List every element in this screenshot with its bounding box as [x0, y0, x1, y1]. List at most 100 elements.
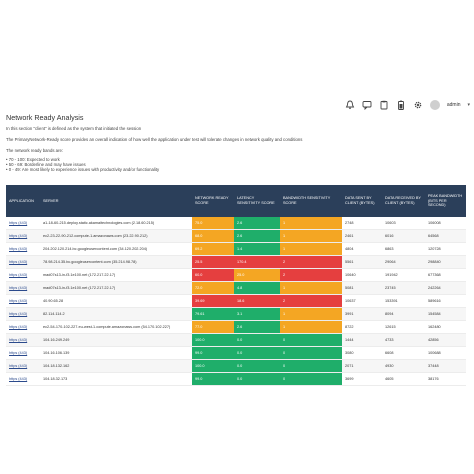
server-cell: 104.16.106.139: [40, 346, 192, 360]
server-cell: 40.90.65.28: [40, 294, 192, 308]
col-data-sent[interactable]: DATA SENT BY CLIENT (BYTES): [345, 196, 375, 205]
network-ready-score-cell: 100.0: [192, 333, 234, 347]
application-link-text[interactable]: https (443): [9, 260, 28, 264]
application-link-text[interactable]: https (443): [9, 234, 28, 238]
data-sent-cell: 3080: [342, 346, 382, 360]
data-sent-cell: 1444: [342, 333, 382, 347]
col-server[interactable]: SERVER: [43, 198, 59, 203]
band-item: • 50 - 69: Borderline and may have issue…: [6, 162, 86, 168]
table-row: https (443) 104.16.106.139 99.0 0.0 0 3080 660…: [6, 346, 466, 360]
col-network-ready-score[interactable]: NETWORK READY SCORE: [195, 196, 229, 205]
peak-bandwidth-cell: 106008: [425, 217, 466, 230]
server-cell: 104.18.32.173: [40, 372, 192, 386]
network-ready-score-cell: 72.0: [192, 281, 234, 295]
band-item: • 70 - 100: Expected to work: [6, 157, 60, 162]
server-cell: ec2-23-22-90-212.compute-1.amazonaws.com…: [40, 229, 192, 243]
application-link[interactable]: https (443): [6, 320, 40, 334]
network-ready-score-cell: 79.61: [192, 307, 234, 321]
chevron-down-icon[interactable]: ▾: [467, 102, 470, 108]
bandwidth-score-cell: 2: [280, 255, 342, 269]
peak-bandwidth-cell: 154584: [425, 307, 466, 321]
battery-icon[interactable]: [396, 100, 406, 110]
table-body: https (443) a1-18-60-215.deploy.static.ak…: [6, 217, 466, 386]
application-link-text[interactable]: https (443): [9, 351, 28, 355]
application-link[interactable]: https (443): [6, 229, 40, 243]
application-link[interactable]: https (443): [6, 372, 40, 386]
bandwidth-score-cell: 0: [280, 372, 342, 386]
network-ready-table: APPLICATION SERVER NETWORK READY SCORE L…: [6, 185, 466, 386]
bandwidth-score-cell: 2: [280, 268, 342, 282]
server-cell: 204.202.120.214.bc.googleusercontent.com…: [40, 242, 192, 256]
latency-score-cell: 0.0: [234, 333, 280, 347]
data-sent-cell: 3991: [342, 307, 382, 321]
user-name[interactable]: admin: [446, 102, 461, 108]
application-link[interactable]: https (443): [6, 281, 40, 295]
col-data-received[interactable]: DATA RECEIVED BY CLIENT (BYTES): [385, 196, 421, 205]
table-row: https (443) 82.114.114.2 79.61 3.1 1 3991 8094…: [6, 307, 466, 321]
application-link-text[interactable]: https (443): [9, 325, 28, 329]
col-bandwidth-sensitivity[interactable]: BANDWIDTH SENSITIVITY SCORE: [283, 196, 331, 205]
network-ready-score-cell: 60.0: [192, 268, 234, 282]
server-cell: mad07s13-in-f3.1e100.net (172.217.22.17): [40, 281, 192, 295]
application-link[interactable]: https (443): [6, 346, 40, 360]
top-bar: admin ▾: [0, 98, 474, 118]
data-received-cell: 191942: [382, 268, 425, 282]
data-sent-cell: 2071: [342, 359, 382, 373]
network-ready-score-cell: 39.69: [192, 294, 234, 308]
application-link[interactable]: https (443): [6, 217, 40, 230]
data-received-cell: 23745: [382, 281, 425, 295]
application-link[interactable]: https (443): [6, 294, 40, 308]
table-row: https (443) 104.18.32.173 99.0 0.0 0 3699 4605…: [6, 372, 466, 386]
chat-icon[interactable]: [362, 100, 372, 110]
application-link-text[interactable]: https (443): [9, 312, 28, 316]
peak-bandwidth-cell: 120728: [425, 242, 466, 256]
data-sent-cell: 5561: [342, 255, 382, 269]
network-ready-score-cell: 68.0: [192, 229, 234, 243]
bell-icon[interactable]: [345, 100, 355, 110]
col-peak-bandwidth[interactable]: PEAK BANDWIDTH (BITS PER SECOND): [428, 193, 463, 208]
network-ready-score-cell: 69.2: [192, 242, 234, 256]
application-link[interactable]: https (443): [6, 255, 40, 269]
latency-score-cell: 2.6: [234, 320, 280, 334]
data-received-cell: 12615: [382, 320, 425, 334]
application-link-text[interactable]: https (443): [9, 273, 28, 277]
network-ready-score-cell: 75.0: [192, 217, 234, 230]
latency-score-cell: 2.6: [234, 217, 280, 230]
data-sent-cell: 5081: [342, 281, 382, 295]
band-item: • 0 - 49: Are most likely to experience …: [6, 167, 160, 173]
gear-icon[interactable]: [413, 100, 423, 110]
application-link[interactable]: https (443): [6, 242, 40, 256]
application-link-text[interactable]: https (443): [9, 286, 28, 290]
application-link[interactable]: https (443): [6, 333, 40, 347]
table-row: https (443) ec2-54-170-102-227.eu-west-1.…: [6, 320, 466, 334]
application-link[interactable]: https (443): [6, 268, 40, 282]
application-link-text[interactable]: https (443): [9, 247, 28, 251]
bandwidth-score-cell: 1: [280, 307, 342, 321]
peak-bandwidth-cell: 242264: [425, 281, 466, 295]
latency-score-cell: 1.4: [234, 242, 280, 256]
latency-score-cell: 0.0: [234, 346, 280, 360]
application-link-text[interactable]: https (443): [9, 377, 28, 381]
data-received-cell: 10603: [382, 217, 425, 230]
application-link-text[interactable]: https (443): [9, 299, 28, 303]
description-score: The PrimaryNetwork-Ready score provides …: [6, 137, 303, 142]
network-ready-score-cell: 100.0: [192, 359, 234, 373]
data-sent-cell: 3699: [342, 372, 382, 386]
col-application[interactable]: APPLICATION: [9, 198, 34, 203]
page-title: Network Ready Analysis: [6, 113, 84, 122]
clipboard-icon[interactable]: [379, 100, 389, 110]
avatar[interactable]: [429, 100, 440, 110]
server-cell: 78.98.214.35.bc.googleusercontent.com (3…: [40, 255, 192, 269]
table-row: https (443) 40.90.65.28 39.69 18.6 2 10637 153…: [6, 294, 466, 308]
application-link-text[interactable]: https (443): [9, 364, 28, 368]
peak-bandwidth-cell: 298840: [425, 255, 466, 269]
col-latency-sensitivity[interactable]: LATENCY SENSITIVITY SCORE: [237, 196, 275, 205]
latency-score-cell: 25.0: [234, 268, 280, 282]
data-received-cell: 29064: [382, 255, 425, 269]
peak-bandwidth-cell: 100688: [425, 346, 466, 360]
application-link-text[interactable]: https (443): [9, 338, 28, 342]
application-link-text[interactable]: https (443): [9, 221, 28, 225]
application-link[interactable]: https (443): [6, 359, 40, 373]
application-link[interactable]: https (443): [6, 307, 40, 321]
latency-score-cell: 18.6: [234, 294, 280, 308]
